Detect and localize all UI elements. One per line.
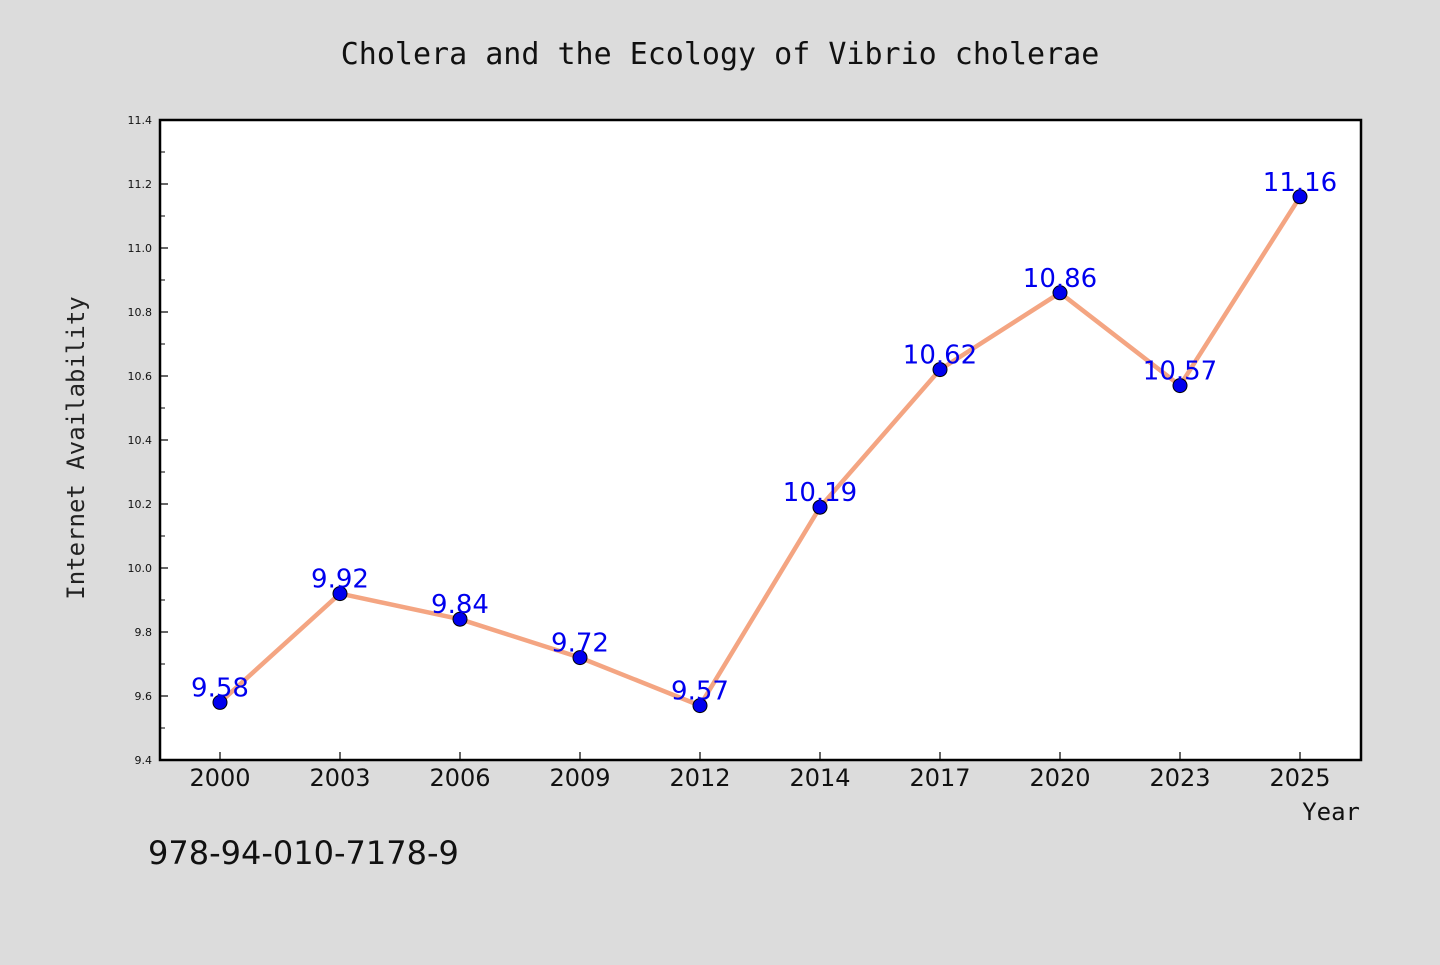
data-point	[932, 362, 948, 378]
data-point	[572, 650, 588, 666]
y-axis-label: Internet Availability	[62, 296, 90, 599]
data-point	[452, 611, 468, 627]
x-axis-label: Year	[1302, 798, 1360, 826]
y-tick-label: 11.2	[128, 178, 153, 191]
y-tick-label: 10.4	[128, 434, 153, 447]
series-markers	[212, 189, 1308, 714]
data-label: 10.19	[783, 478, 857, 508]
data-point	[812, 499, 828, 515]
data-labels: 9.58 9.92 9.84 9.72 9.57 10.19 10.62 10.86 10.57…	[191, 168, 1337, 707]
data-label: 9.84	[431, 590, 489, 620]
y-tick-label: 10.2	[128, 498, 153, 511]
data-point	[1052, 285, 1068, 301]
data-point	[332, 586, 348, 602]
data-point	[212, 694, 228, 710]
data-label: 11.16	[1263, 168, 1337, 198]
x-tick-label: 2003	[309, 764, 370, 792]
data-label: 9.92	[311, 565, 369, 595]
x-tick-label: 2020	[1029, 764, 1090, 792]
data-label: 9.58	[191, 673, 249, 703]
data-label: 10.57	[1143, 357, 1217, 387]
x-tick-label: 2006	[429, 764, 490, 792]
plot-area	[158, 118, 1363, 762]
x-tick-label: 2025	[1269, 764, 1330, 792]
data-label: 10.62	[903, 341, 977, 371]
y-axis: 9.4 9.6 9.8 10.0 10.2 10.4 10.6 10.8 11.0 11.2 11.…	[128, 114, 168, 767]
isbn-text: 978-94-010-7178-9	[148, 834, 459, 872]
chart-title: Cholera and the Ecology of Vibrio choler…	[341, 37, 1100, 72]
y-tick-label: 10.0	[128, 562, 153, 575]
y-tick-label: 9.8	[135, 626, 153, 639]
x-tick-label: 2009	[549, 764, 610, 792]
y-tick-label: 9.6	[135, 690, 153, 703]
data-label: 10.86	[1023, 264, 1097, 294]
series-line	[217, 194, 1303, 708]
x-tick-label: 2000	[189, 764, 250, 792]
y-tick-label: 11.4	[128, 114, 153, 127]
y-tick-label: 10.6	[128, 370, 153, 383]
x-tick-label: 2023	[1149, 764, 1210, 792]
y-tick-label: 10.8	[128, 306, 153, 319]
y-tick-label: 9.4	[135, 754, 153, 767]
data-label: 9.72	[551, 629, 609, 659]
data-point	[692, 698, 708, 714]
data-label: 9.57	[671, 677, 729, 707]
x-tick-label: 2017	[909, 764, 970, 792]
data-point	[1172, 378, 1188, 394]
x-tick-label: 2012	[669, 764, 730, 792]
data-point	[1292, 189, 1308, 205]
x-axis: 2000 2003 2006 2009 2012 2014 2017 2020 2023 2025	[189, 752, 1331, 792]
x-tick-label: 2014	[789, 764, 850, 792]
y-tick-label: 11.0	[128, 242, 153, 255]
